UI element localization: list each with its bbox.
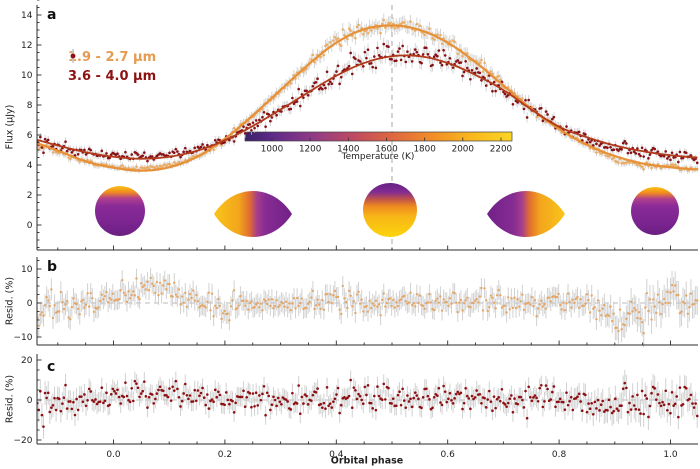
y-tick-label-a: 0	[27, 221, 33, 231]
y-axis-label-resid-c: Resid. (%)	[4, 374, 16, 424]
axes: 0 2 4 6 8 10 12 14 −10 0 10 −20 0 20 0.0 0.2 0.4 0.6 0.8 1.…	[14, 0, 698, 460]
y-tick-label-a: 2	[27, 191, 33, 201]
colorbar-tick-label: 1600	[375, 145, 398, 155]
planet-render-phase-0.75	[487, 190, 565, 238]
panel-c-letter: c	[47, 359, 56, 375]
y-tick-label-c: 0	[27, 396, 33, 406]
y-tick-label-a: 4	[27, 161, 33, 171]
legend-item-nirspec-short: 1.9 - 2.7 μm	[68, 48, 156, 66]
x-tick-label: 1.0	[663, 450, 678, 460]
x-tick-label: 0.8	[552, 450, 567, 460]
y-tick-label-a: 6	[27, 131, 33, 141]
panel-b-errorbars	[37, 268, 698, 347]
planet-render-phase-0.5	[363, 183, 417, 237]
colorbar-gradient	[244, 131, 513, 142]
y-axis-label-flux: Flux (μJy)	[4, 104, 16, 150]
scatter-1.9-2.7um	[37, 18, 699, 172]
model-curve-1.9-2.7um	[37, 24, 698, 172]
panel-a-data	[37, 13, 699, 174]
y-tick-label-b: 0	[27, 299, 33, 309]
x-axis-label: Orbital phase	[330, 455, 404, 467]
y-tick-label-a: 12	[21, 41, 32, 51]
panel-b-letter: b	[47, 259, 58, 275]
residuals-1.9-2.7um	[37, 276, 699, 335]
residuals-3.6-4.0um	[37, 378, 699, 428]
planet-render-phase-0.25	[214, 190, 292, 238]
planet-phase-renders	[95, 183, 679, 238]
colorbar-tick-label: 1200	[299, 145, 322, 155]
x-tick-label: 0.6	[441, 450, 456, 460]
planet-render-phase-0	[95, 186, 145, 236]
model-curve-3.6-4.0um	[37, 54, 698, 160]
y-axis-label-resid-b: Resid. (%)	[4, 276, 16, 326]
colorbar-tick-label: 2000	[452, 145, 475, 155]
panel-a-letter: a	[47, 7, 57, 23]
y-tick-label-b: −10	[14, 333, 33, 343]
colorbar-tick-label: 1000	[261, 145, 284, 155]
x-tick-label: 0.2	[218, 450, 232, 460]
y-tick-label-c: 20	[21, 356, 33, 366]
errorbar-marker-icon	[70, 49, 76, 63]
panel-c-data	[37, 369, 699, 439]
x-tick-label: 0.4	[329, 450, 344, 460]
y-tick-label-b: 10	[21, 265, 33, 275]
axis-panel-a: 0 2 4 6 8 10 12 14	[21, 0, 698, 251]
axis-panel-c: −20 0 20	[14, 354, 698, 446]
colorbar-label: Temperature (K)	[341, 152, 415, 162]
axis-panel-b: −10 0 10	[14, 257, 698, 346]
panel-c-errorbars	[37, 369, 698, 439]
panel-b-data	[37, 268, 699, 347]
y-tick-label-c: −20	[14, 436, 33, 446]
planet-render-phase-1	[631, 187, 679, 235]
y-tick-label-a: 8	[27, 101, 33, 111]
legend-label-long-band: 3.6 - 4.0 μm	[68, 68, 157, 84]
legend-item-nirspec-long: 3.6 - 4.0 μm	[68, 49, 157, 85]
x-tick-label: 0.0	[106, 450, 121, 460]
legend-label-short-band: 1.9 - 2.7 μm	[68, 49, 157, 65]
y-tick-label-a: 10	[21, 71, 33, 81]
y-tick-label-a: 14	[21, 11, 33, 21]
legend: 1.9 - 2.7 μm 3.6 - 4.0 μm	[68, 48, 156, 85]
colorbar-tick-label: 1800	[413, 145, 436, 155]
colorbar-tick-label: 1400	[337, 145, 360, 155]
colorbar-tick-label: 2200	[490, 145, 513, 155]
